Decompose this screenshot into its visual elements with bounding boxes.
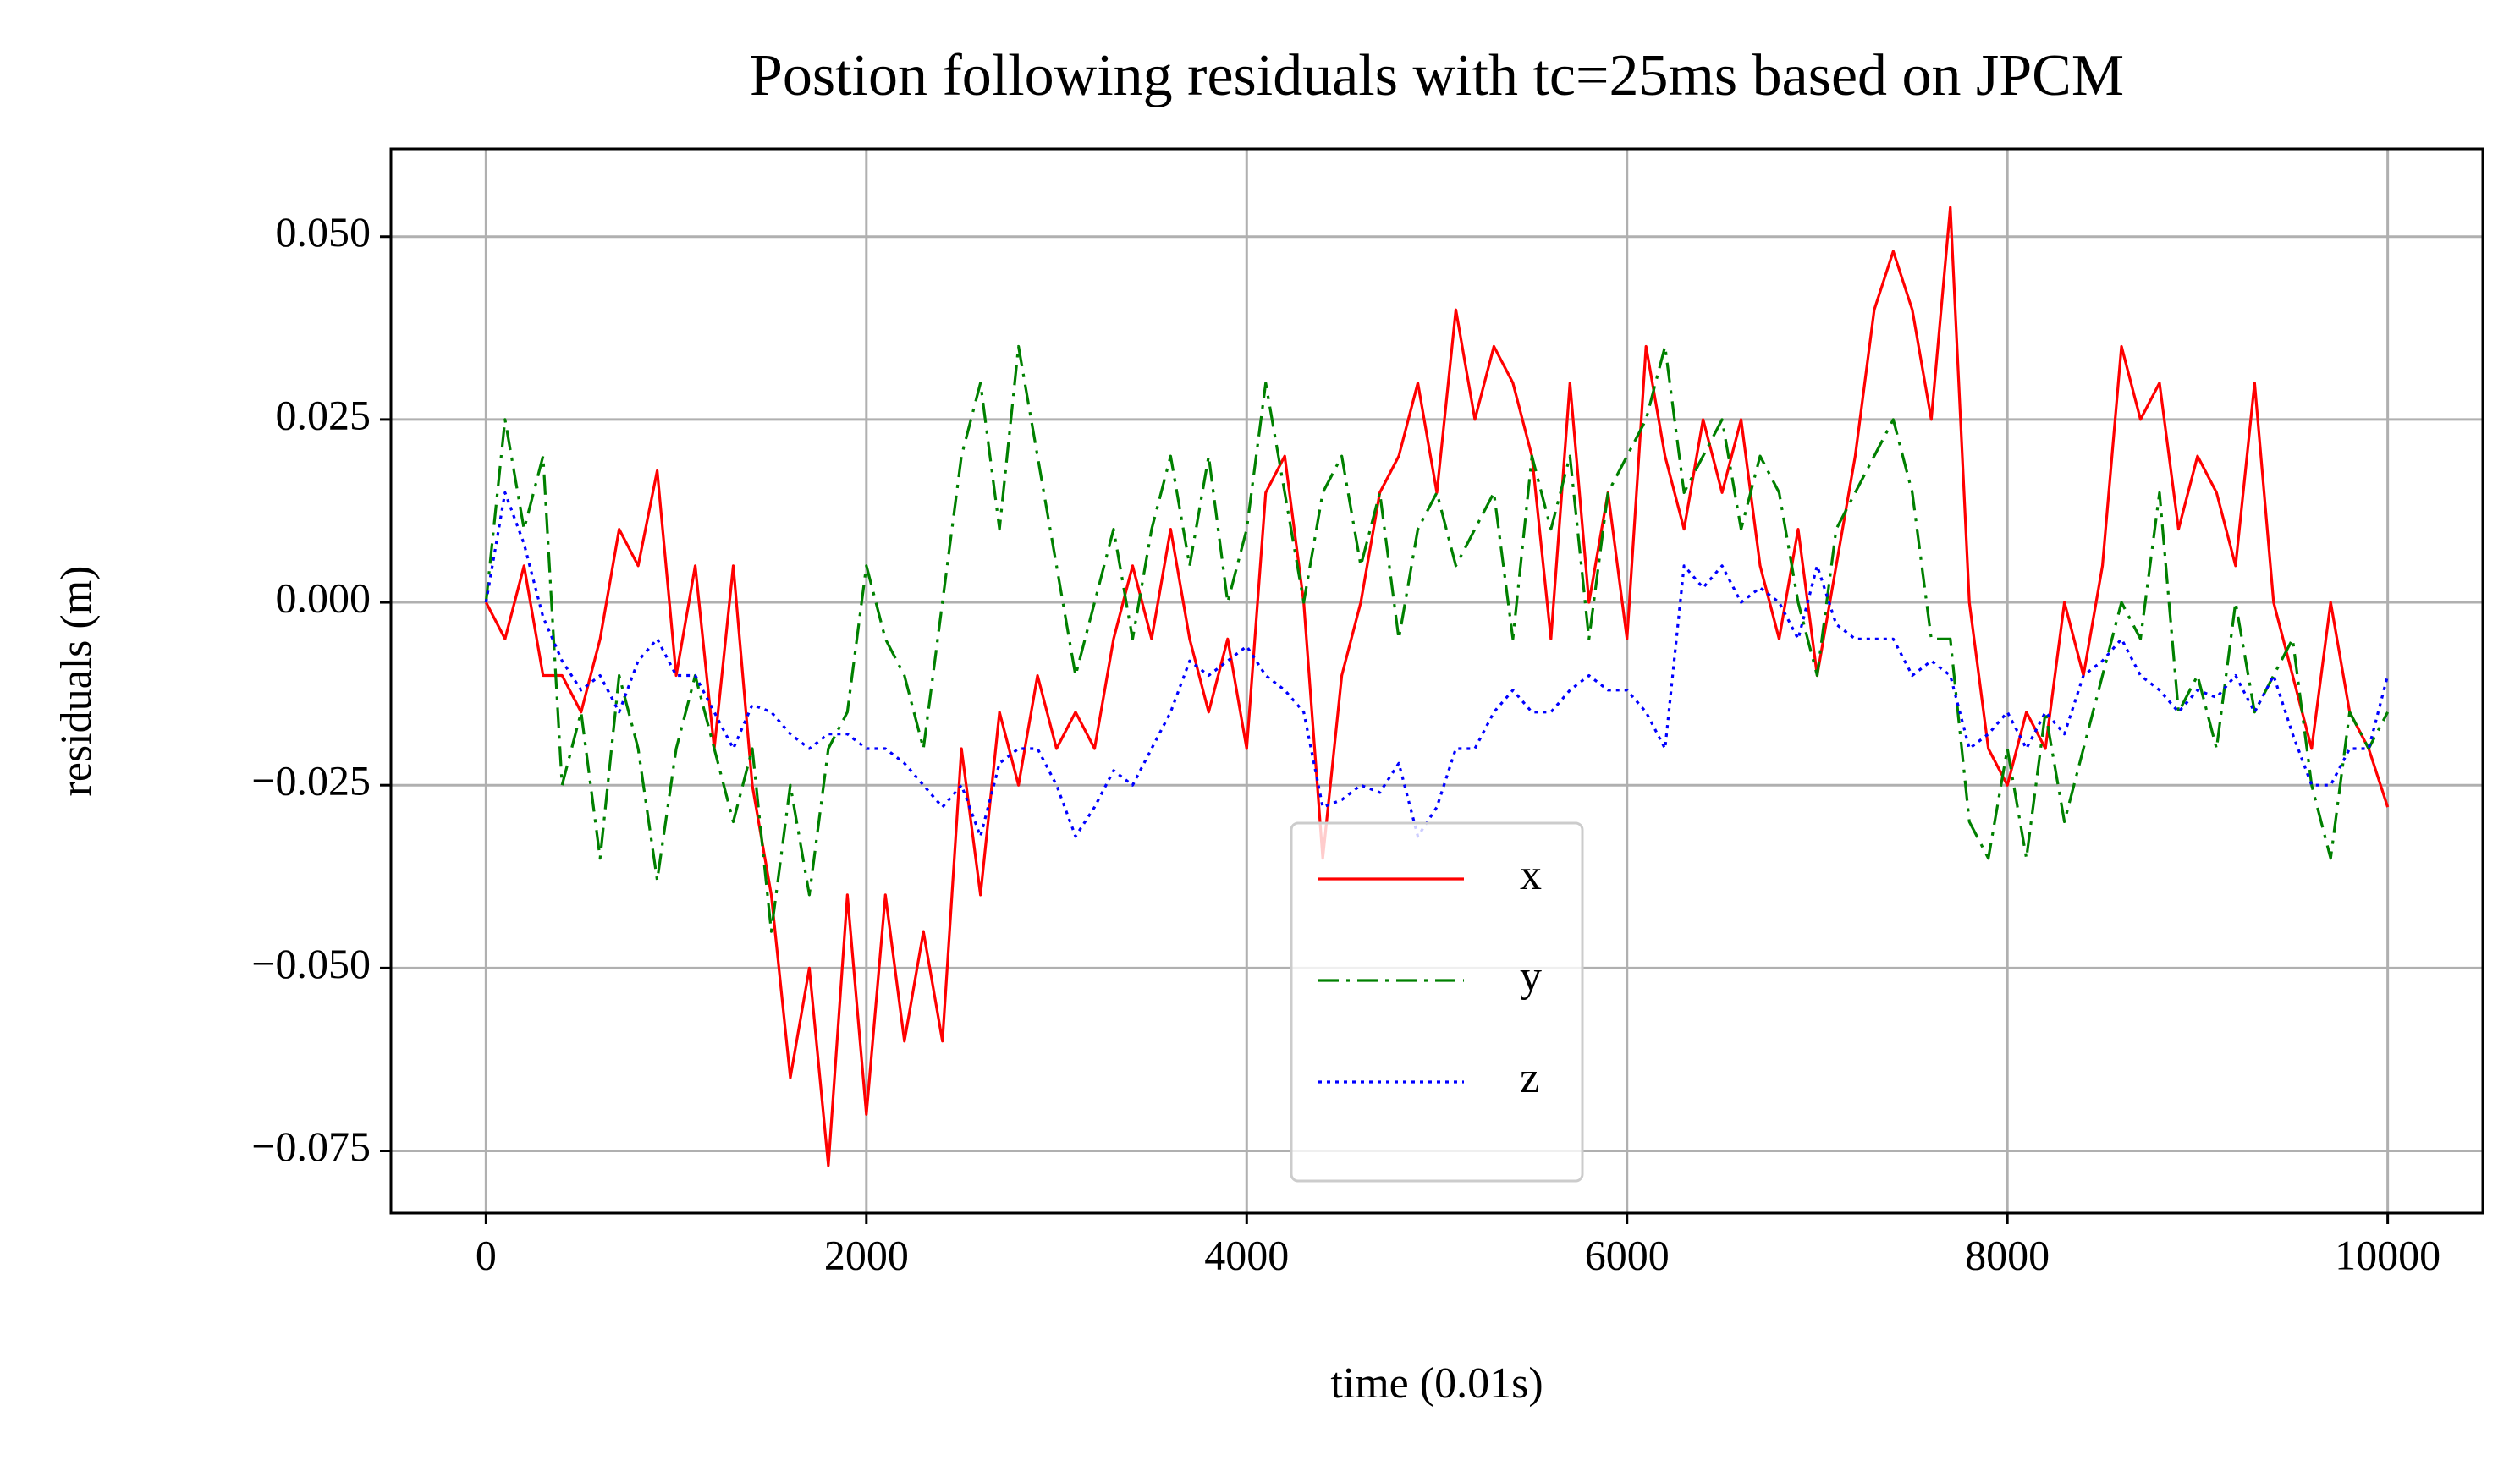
y-tick-label: 0.050 (276, 208, 371, 255)
x-tick-label: 4000 (1204, 1231, 1289, 1278)
series-line (484, 491, 2390, 838)
legend-label: x (1520, 851, 1542, 899)
series-line (484, 206, 2390, 1167)
legend-label: y (1520, 953, 1542, 1001)
y-tick-label: −0.025 (251, 757, 371, 804)
x-tick-label: 6000 (1585, 1231, 1670, 1278)
x-tick-label: 10000 (2335, 1231, 2440, 1278)
x-axis-label: time (0.01s) (1330, 1359, 1543, 1408)
y-tick-label: 0.025 (276, 391, 371, 438)
series-line (484, 344, 2390, 933)
y-tick-label: −0.075 (251, 1123, 371, 1170)
legend-label: z (1520, 1054, 1539, 1102)
legend: x y z (1290, 821, 1584, 1183)
x-tick-label: 8000 (1965, 1231, 2050, 1278)
x-tick-label: 2000 (824, 1231, 909, 1278)
legend-frame (1290, 821, 1584, 1183)
plot-frame (389, 147, 2484, 1215)
chart-title: Postion following residuals with tc=25ms… (750, 43, 2124, 108)
y-tick-label: −0.050 (251, 940, 371, 987)
y-tick-label: 0.000 (276, 574, 371, 622)
x-tick-label: 0 (476, 1231, 497, 1278)
y-axis-label: residuals (m) (52, 566, 101, 797)
